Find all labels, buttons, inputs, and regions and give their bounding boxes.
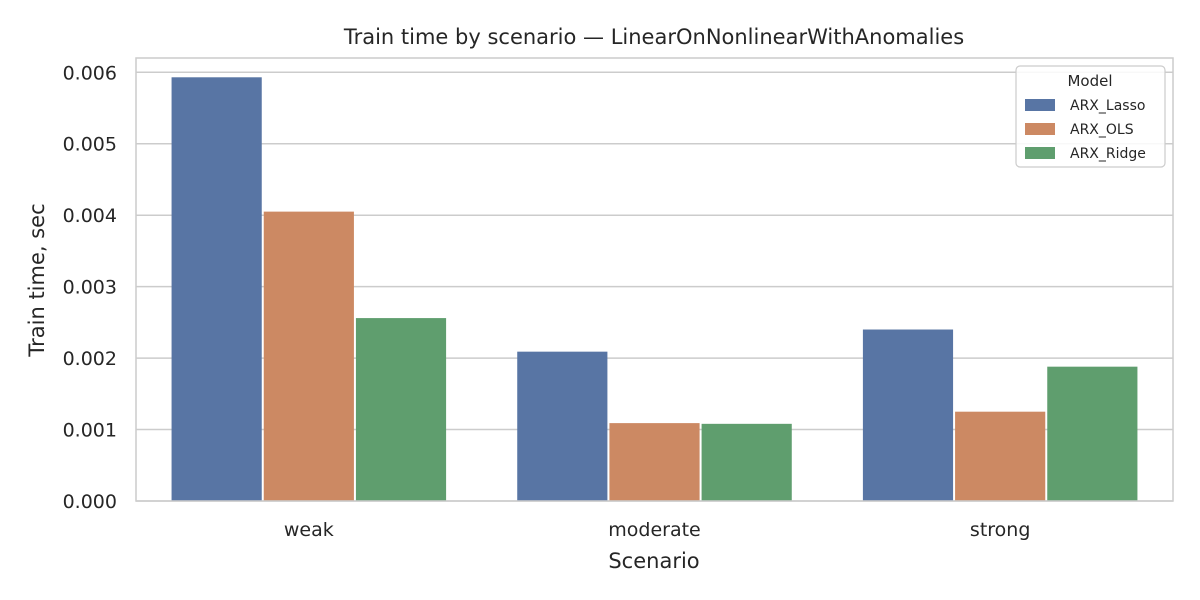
- legend-label: ARX_Lasso: [1070, 98, 1145, 114]
- legend-box: [1015, 65, 1166, 168]
- bar-ARX_Ridge-strong: [1047, 366, 1138, 501]
- chart-title: Train time by scenario — LinearOnNonline…: [343, 25, 964, 49]
- bar-ARX_Ridge-moderate: [701, 423, 792, 501]
- y-tick-label: 0.006: [63, 62, 117, 84]
- legend-label: ARX_OLS: [1070, 122, 1134, 138]
- legend-swatch: [1025, 99, 1055, 111]
- y-tick-label: 0.002: [63, 348, 117, 370]
- legend-swatch: [1025, 147, 1055, 159]
- legend-label: ARX_Ridge: [1070, 146, 1146, 162]
- y-tick-label: 0.004: [63, 205, 117, 227]
- x-tick-label: weak: [284, 519, 334, 541]
- bar-ARX_Lasso-weak: [171, 77, 262, 502]
- legend: Model ARX_Lasso ARX_OLS ARX_Ridge: [1015, 65, 1166, 168]
- bar-ARX_OLS-weak: [263, 211, 354, 501]
- bar-ARX_OLS-moderate: [609, 423, 700, 501]
- y-tick-label: 0.001: [63, 420, 117, 442]
- bar-ARX_Lasso-moderate: [517, 351, 608, 501]
- legend-swatch: [1025, 123, 1055, 135]
- legend-title: Model: [1067, 72, 1112, 90]
- y-tick-label: 0.005: [63, 134, 117, 156]
- bar-ARX_OLS-strong: [955, 411, 1046, 501]
- x-tick-labels: weak moderate strong: [284, 519, 1031, 541]
- y-tick-label: 0.000: [63, 491, 117, 513]
- y-tick-label: 0.003: [63, 277, 117, 299]
- y-tick-labels: 0.000 0.001 0.002 0.003 0.004 0.005 0.006: [63, 62, 117, 513]
- x-axis-label: Scenario: [608, 549, 699, 573]
- x-tick-label: moderate: [608, 519, 700, 541]
- bar-ARX_Ridge-weak: [355, 318, 447, 501]
- bars: [171, 77, 1138, 502]
- y-axis-label: Train time, sec: [25, 203, 49, 357]
- x-tick-label: strong: [970, 519, 1030, 541]
- bar-ARX_Lasso-strong: [862, 329, 954, 501]
- plot-frame: [135, 57, 1174, 502]
